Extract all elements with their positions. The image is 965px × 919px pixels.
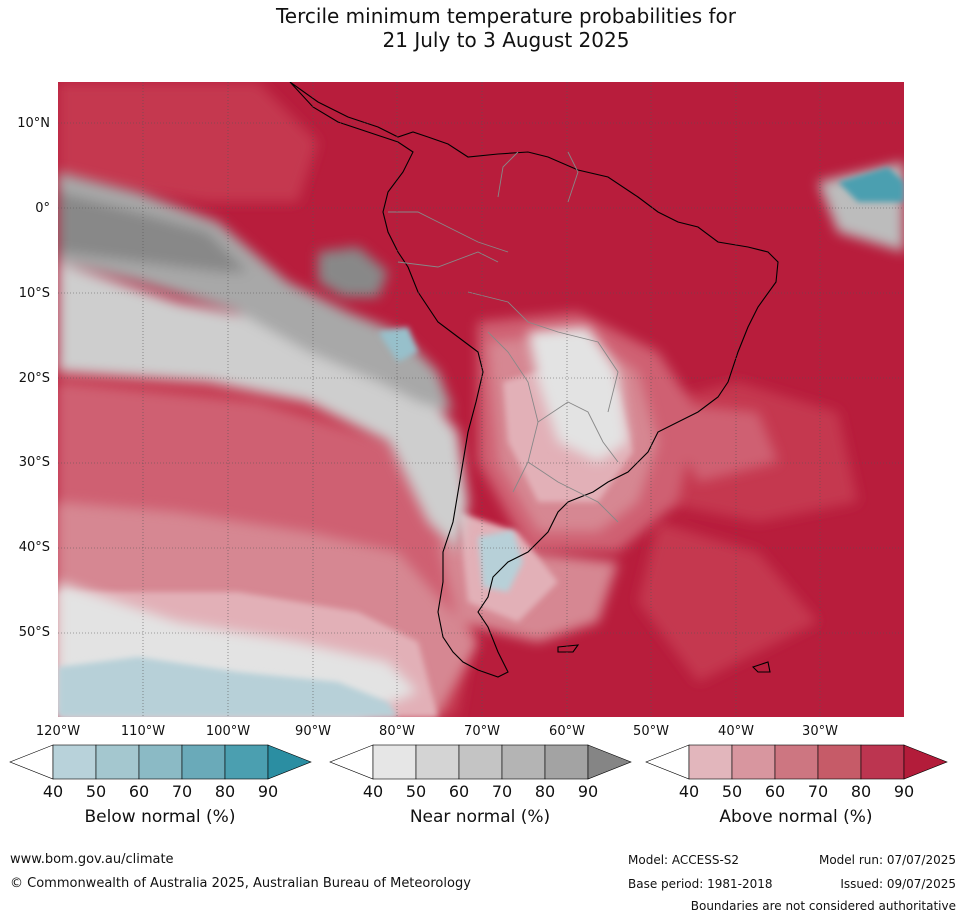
colorbar-below-normal [9,744,312,780]
above-colorbar-right-arrow [903,744,948,780]
lat-label-40s: 40°S [18,540,50,555]
below-colorbar-bin-4 [181,744,226,780]
lon-label-120w: 120°W [35,724,81,739]
tick-below-60: 60 [128,782,150,801]
above-colorbar-bin-2 [731,744,776,780]
near-colorbar-bin-1 [372,744,417,780]
tick-above-80: 80 [850,782,872,801]
tick-above-90: 90 [893,782,915,801]
lon-label-90w: 90°W [295,724,331,739]
near-colorbar-bin-3 [458,744,503,780]
tick-below-90: 90 [257,782,279,801]
tick-near-90: 90 [577,782,599,801]
tick-near-50: 50 [405,782,427,801]
lat-label-20s: 20°S [18,371,50,386]
website-link[interactable]: www.bom.gov.au/climate [10,852,174,867]
base-period: Base period: 1981-2018 [628,877,773,891]
lon-label-40w: 40°W [718,724,754,739]
map-canvas [58,82,904,717]
legend-near-normal [329,744,632,780]
title-line-1: Tercile minimum temperature probabilitie… [275,4,737,28]
tick-near-40: 40 [362,782,384,801]
legend-title-above-normal: Above normal (%) [719,807,873,827]
lat-label-0: 0° [35,201,50,216]
colorbar-near-normal [329,744,632,780]
below-colorbar-right-arrow [267,744,312,780]
model-name: Model: ACCESS-S2 [628,853,740,867]
above-colorbar-bin-4 [817,744,862,780]
above-colorbar-bin-5 [860,744,905,780]
near-colorbar-bin-2 [415,744,460,780]
below-colorbar-bin-1 [52,744,97,780]
lon-label-30w: 30°W [802,724,838,739]
near-colorbar-bin-4 [501,744,546,780]
near-colorbar-right-arrow [587,744,632,780]
near-colorbar-left-arrow [329,744,374,780]
legend-title-near-normal: Near normal (%) [409,807,551,827]
above-colorbar-bin-1 [688,744,733,780]
lon-label-50w: 50°W [633,724,669,739]
probability-map [58,82,904,717]
lat-label-30s: 30°S [18,455,50,470]
lat-label-10n: 10°N [17,116,50,131]
tick-below-80: 80 [214,782,236,801]
lon-label-100w: 100°W [205,724,251,739]
boundaries-disclaimer: Boundaries are not considered authoritat… [690,899,956,913]
tick-below-70: 70 [171,782,193,801]
tick-near-60: 60 [448,782,470,801]
tick-below-40: 40 [42,782,64,801]
tick-above-40: 40 [678,782,700,801]
lon-label-70w: 70°W [464,724,500,739]
title-line-2: 21 July to 3 August 2025 [382,28,630,52]
tick-above-50: 50 [721,782,743,801]
copyright-text: © Commonwealth of Australia 2025, Austra… [10,876,471,891]
tick-near-70: 70 [491,782,513,801]
issued-date: Issued: 09/07/2025 [840,877,956,891]
tick-above-70: 70 [807,782,829,801]
country-borders [388,151,619,523]
below-colorbar-bin-2 [95,744,140,780]
lon-label-60w: 60°W [549,724,585,739]
model-run-date: Model run: 07/07/2025 [818,853,956,867]
land-outlines [289,82,779,678]
map-title: Tercile minimum temperature probabilitie… [0,4,965,52]
tick-near-80: 80 [534,782,556,801]
legend-title-below-normal: Below normal (%) [84,807,236,827]
lat-label-10s: 10°S [18,286,50,301]
above-colorbar-bin-3 [774,744,819,780]
below-colorbar-bin-3 [138,744,183,780]
graticule [58,82,904,717]
near-colorbar-bin-5 [544,744,589,780]
below-normal-region [58,167,904,717]
below-colorbar-left-arrow [9,744,54,780]
lon-label-80w: 80°W [379,724,415,739]
below-colorbar-bin-5 [224,744,269,780]
tick-above-60: 60 [764,782,786,801]
tick-below-50: 50 [85,782,107,801]
lon-label-110w: 110°W [120,724,166,739]
colorbar-above-normal [645,744,948,780]
lat-label-50s: 50°S [18,625,50,640]
legend-above-normal [645,744,948,780]
above-colorbar-left-arrow [645,744,690,780]
legend-below-normal [9,744,312,780]
